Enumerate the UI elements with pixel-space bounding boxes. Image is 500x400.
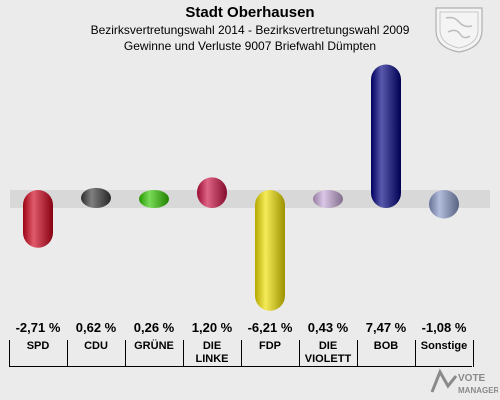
category-tick <box>183 340 184 367</box>
svg-text:VOTE: VOTE <box>458 373 486 384</box>
bar-sonstige <box>429 190 459 219</box>
value-label: 0,62 % <box>75 320 117 335</box>
value-label: 0,43 % <box>307 320 349 335</box>
category-tick <box>125 340 126 367</box>
value-label: -2,71 % <box>15 320 61 335</box>
chart-header: Stadt Oberhausen Bezirksvertretungswahl … <box>0 4 500 54</box>
value-label: 0,26 % <box>133 320 175 335</box>
category-tick <box>357 340 358 367</box>
category-label: CDU <box>84 340 108 352</box>
category-tick <box>241 340 242 367</box>
category-label: GRÜNE <box>134 340 174 352</box>
value-label: -1,08 % <box>421 320 467 335</box>
chart-title: Stadt Oberhausen <box>185 4 315 21</box>
chart-subtitle-district: Gewinne und Verluste 9007 Briefwahl Dümp… <box>123 39 377 53</box>
category-tick <box>9 340 10 367</box>
category-tick <box>415 340 416 367</box>
bar-die-violetten <box>313 190 343 208</box>
bar-cdu <box>81 187 111 208</box>
category-label: FDP <box>259 340 281 352</box>
vote-manager-logo: VOTE MANAGER <box>430 368 498 395</box>
bar-spd <box>23 190 53 248</box>
coat-of-arms-icon <box>435 7 483 53</box>
svg-text:MANAGER: MANAGER <box>458 386 498 395</box>
category-label: Sonstige <box>420 340 468 352</box>
label-row: -2,71 % SPD 0,62 % CDU 0,26 % GRÜNE 1,20 % DIE L… <box>0 316 500 396</box>
category-label: SPD <box>26 340 50 352</box>
category-label: BOB <box>373 340 399 352</box>
bar-gr-ne <box>139 190 169 208</box>
value-label: 1,20 % <box>191 320 233 335</box>
bar-bob <box>371 64 401 208</box>
category-tick <box>299 340 300 367</box>
zero-band <box>10 190 490 208</box>
chart-subtitle-election: Bezirksvertretungswahl 2014 - Bezirksver… <box>90 23 410 37</box>
bar-die-linke <box>197 177 227 208</box>
bar-fdp <box>255 190 285 311</box>
value-label: 7,47 % <box>365 320 407 335</box>
category-label: DIE LINKE <box>195 340 229 365</box>
category-tick <box>473 340 474 367</box>
category-label: DIE VIOLETT <box>304 340 352 365</box>
value-label: -6,21 % <box>247 320 293 335</box>
category-tick <box>67 340 68 367</box>
